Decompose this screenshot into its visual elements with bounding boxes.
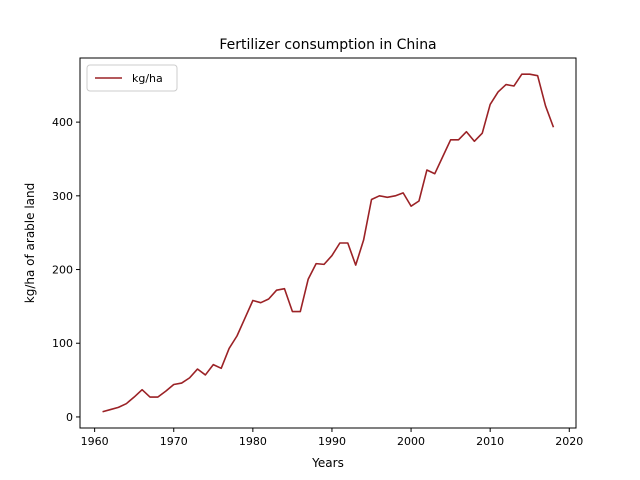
y-axis-label: kg/ha of arable land [23, 183, 37, 303]
x-tick-label: 1990 [318, 435, 346, 448]
x-tick-label: 2020 [555, 435, 583, 448]
x-tick-label: 2000 [397, 435, 425, 448]
plot-area [102, 73, 555, 413]
x-tick-label: 2010 [476, 435, 504, 448]
x-axis-label: Years [311, 456, 344, 470]
y-tick-label: 0 [66, 411, 73, 424]
chart-title: Fertilizer consumption in China [219, 37, 436, 53]
x-axis: 1960 1970 1980 1990 2000 2010 2020 [81, 428, 583, 448]
y-tick-label: 200 [52, 264, 73, 277]
x-tick-label: 1970 [160, 435, 188, 448]
axes-frame [79, 57, 577, 429]
x-tick-label: 1960 [81, 435, 109, 448]
series-line-0 [102, 73, 555, 413]
y-tick-label: 400 [52, 116, 73, 129]
y-tick-label: 300 [52, 190, 73, 203]
y-tick-label: 100 [52, 337, 73, 350]
legend: kg/ha [86, 64, 178, 92]
legend-label: kg/ha [132, 72, 163, 85]
x-tick-label: 1980 [239, 435, 267, 448]
legend-box [86, 64, 178, 92]
y-axis: 0 100 200 300 400 [52, 116, 80, 424]
